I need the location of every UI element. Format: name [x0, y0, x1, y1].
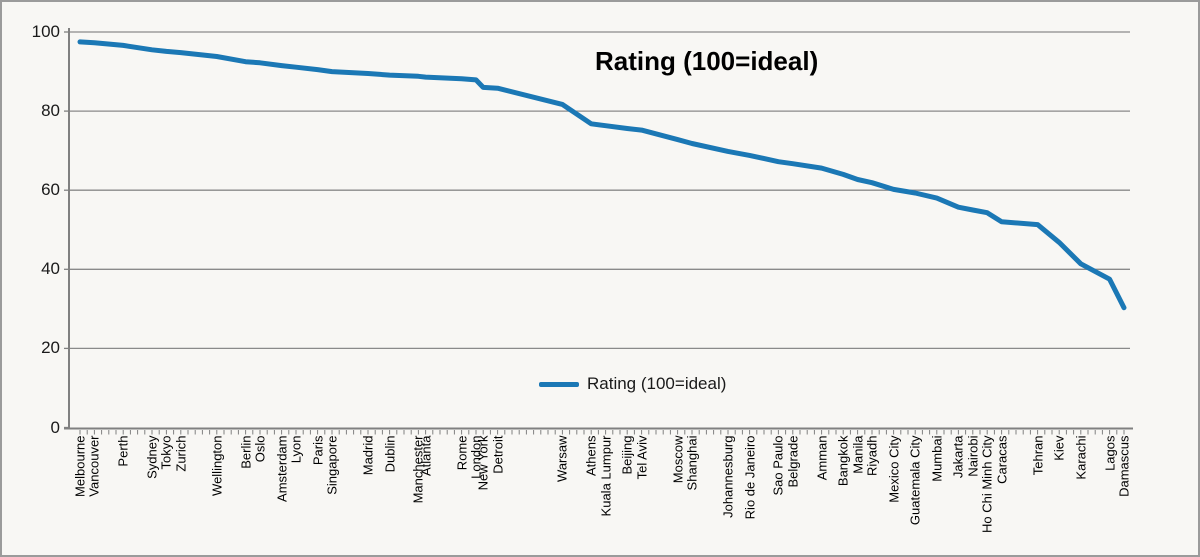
x-label-kiev: Kiev	[1051, 435, 1067, 461]
y-axis-label-40: 40	[41, 259, 60, 279]
x-label-tehran: Tehran	[1030, 435, 1046, 475]
x-label-mexico-city: Mexico City	[886, 435, 902, 503]
x-label-paris: Paris	[310, 435, 326, 465]
x-label-madrid: Madrid	[360, 435, 376, 475]
x-label-moscow: Moscow	[670, 435, 686, 483]
x-label-kuala-lumpur: Kuala Lumpur	[598, 435, 614, 516]
x-label-ho-chi-minh-city: Ho Chi Minh City	[979, 435, 995, 533]
x-label-amman: Amman	[814, 435, 830, 480]
x-label-dublin: Dublin	[382, 435, 398, 472]
x-label-karachi: Karachi	[1073, 435, 1089, 480]
x-label-tokyo: Tokyo	[158, 435, 174, 469]
x-label-manila: Manila	[850, 435, 866, 474]
x-label-singapore: Singapore	[324, 435, 340, 495]
legend-label: Rating (100=ideal)	[587, 374, 727, 393]
x-label-amsterdam: Amsterdam	[274, 435, 290, 502]
y-axis-label-60: 60	[41, 180, 60, 200]
x-label-johannesburg: Johannesburg	[720, 435, 736, 518]
x-label-jakarta: Jakarta	[950, 435, 966, 478]
x-label-riyadh: Riyadh	[864, 435, 880, 476]
x-label-warsaw: Warsaw	[554, 435, 570, 482]
x-label-rio-de-janeiro: Rio de Janeiro	[742, 435, 758, 519]
chart-title: Rating (100=ideal)	[595, 46, 819, 76]
x-label-berlin: Berlin	[238, 435, 254, 469]
x-label-guatemala-city: Guatemala City	[907, 435, 923, 525]
x-label-perth: Perth	[115, 435, 131, 467]
y-axis-label-0: 0	[50, 417, 60, 437]
x-label-new-york: New York	[475, 435, 491, 490]
y-axis-label-80: 80	[41, 101, 60, 121]
y-axis-label-100: 100	[31, 22, 60, 41]
y-axis-label-20: 20	[41, 338, 60, 358]
x-label-sao-paulo: Sao Paulo	[770, 435, 786, 495]
x-label-damascus: Damascus	[1116, 435, 1132, 497]
x-label-zurich: Zurich	[173, 435, 189, 472]
x-label-beijing: Beijing	[619, 435, 635, 475]
x-label-rome: Rome	[454, 435, 470, 470]
x-label-lagos: Lagos	[1102, 435, 1118, 471]
x-label-mumbai: Mumbai	[929, 435, 945, 482]
x-label-melbourne: Melbourne	[72, 435, 88, 497]
x-label-caracas: Caracas	[994, 435, 1010, 484]
x-label-detroit: Detroit	[490, 435, 506, 474]
x-label-bangkok: Bangkok	[835, 435, 851, 486]
x-label-atlanta: Atlanta	[418, 435, 434, 476]
x-label-shanghai: Shanghai	[684, 435, 700, 490]
legend-line-swatch	[539, 381, 579, 387]
x-label-lyon: Lyon	[288, 435, 304, 463]
x-label-sydney: Sydney	[144, 435, 160, 479]
x-label-wellington: Wellington	[209, 435, 225, 496]
legend: Rating (100=ideal)	[539, 374, 726, 394]
x-label-belgrade: Belgrade	[785, 435, 801, 488]
x-label-tel-aviv: Tel Aviv	[634, 435, 650, 479]
rating-line	[77, 39, 1127, 311]
x-label-athens: Athens	[583, 435, 599, 476]
x-label-oslo: Oslo	[252, 435, 268, 462]
x-label-vancouver: Vancouver	[86, 435, 102, 497]
x-label-nairobi: Nairobi	[965, 435, 981, 477]
